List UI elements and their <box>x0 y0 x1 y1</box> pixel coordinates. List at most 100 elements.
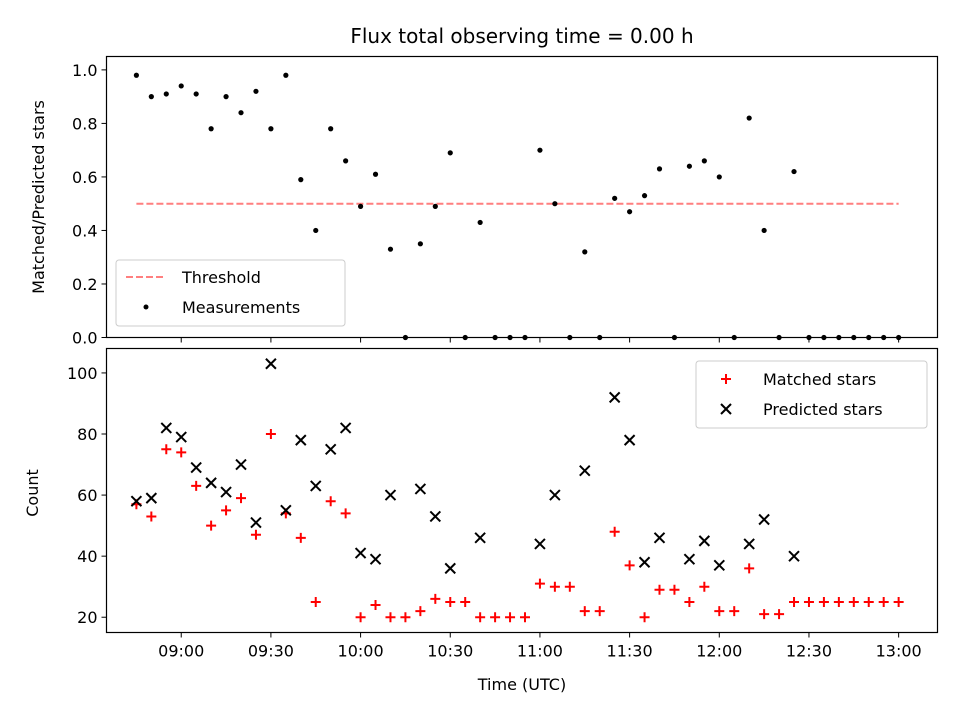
measurement-point <box>268 126 274 132</box>
matched-star-marker <box>460 596 471 607</box>
measurement-point <box>208 126 214 132</box>
measurement-point <box>387 246 394 252</box>
predicted-star-marker <box>683 553 696 565</box>
predicted-star-marker <box>235 458 247 471</box>
matched-star-marker <box>818 596 829 607</box>
predicted-star-marker <box>175 431 187 443</box>
matched-star-marker <box>863 596 874 607</box>
matched-star-marker <box>699 581 710 592</box>
matched-star-marker <box>325 496 336 507</box>
measurement-point <box>582 249 588 255</box>
matched-star-marker <box>310 596 321 607</box>
matched-star-marker <box>400 612 411 623</box>
predicted-star-marker <box>608 391 621 404</box>
top-legend-frame <box>115 259 346 327</box>
legend-matched-swatch <box>721 374 731 384</box>
measurement-point <box>298 177 304 183</box>
matched-star-marker <box>579 606 590 617</box>
matched-star-marker <box>654 584 665 595</box>
bottom-y-tick-label: 80 <box>77 425 97 444</box>
bottom-y-ticks: 20 40 60 80 100 <box>67 364 107 627</box>
predicted-star-marker <box>579 464 591 477</box>
bottom-axes-frame <box>105 347 939 634</box>
predicted-star-marker <box>145 492 158 504</box>
predicted-star-marker <box>474 532 486 544</box>
measurement-point <box>283 72 289 78</box>
top-panel: Flux total observing time = 0.00 h 0.00.… <box>29 24 939 348</box>
measurement-point <box>163 91 169 97</box>
predicted-star-marker <box>250 516 262 529</box>
predicted-star-marker <box>743 538 755 550</box>
matched-star-marker <box>639 612 650 623</box>
measurement-point <box>746 115 752 121</box>
matched-star-marker <box>744 563 755 574</box>
bottom-x-tick-label: 10:00 <box>338 642 384 661</box>
top-legend: Threshold Measurements <box>115 259 346 327</box>
bottom-x-tick-label: 12:00 <box>696 642 742 661</box>
predicted-star-marker <box>758 513 770 526</box>
matched-star-marker <box>191 480 202 491</box>
predicted-star-marker <box>549 489 561 501</box>
bottom-x-tick-label: 09:00 <box>158 642 204 661</box>
top-y-axis-label: Matched/Predicted stars <box>29 100 48 294</box>
matched-star-marker <box>669 584 680 595</box>
predicted-star-marker <box>190 461 202 474</box>
measurement-point <box>791 168 797 175</box>
measurement-point <box>223 94 229 100</box>
top-axes-frame <box>105 55 939 339</box>
bottom-x-tick-label: 11:30 <box>607 642 653 661</box>
matched-star-marker <box>684 596 695 607</box>
matched-star-marker <box>475 612 486 623</box>
measurement-point <box>432 203 438 209</box>
predicted-star-marker <box>205 477 217 489</box>
measurement-point <box>372 171 379 177</box>
top-chart-title: Flux total observing time = 0.00 h <box>350 24 693 48</box>
bottom-x-tick-label: 12:30 <box>786 642 832 661</box>
measurement-point <box>133 72 139 78</box>
matched-star-marker <box>564 581 575 592</box>
matched-star-marker <box>370 600 381 611</box>
bottom-x-axis-label: Time (UTC) <box>477 675 566 694</box>
predicted-star-marker <box>295 434 307 446</box>
legend-measurements-swatch <box>143 304 149 310</box>
matched-star-marker <box>848 596 859 607</box>
predicted-star-marker <box>788 550 800 562</box>
bottom-legend: Matched stars Predicted stars <box>695 360 928 429</box>
predicted-star-marker <box>130 495 143 507</box>
measurement-point <box>178 83 184 89</box>
legend-predicted-swatch <box>720 403 732 415</box>
matched-star-marker <box>445 596 456 607</box>
measurement-point <box>253 88 259 94</box>
matched-star-marker <box>236 493 247 504</box>
measurement-point <box>701 158 707 164</box>
predicted-star-marker <box>280 504 292 517</box>
matched-star-marker <box>206 520 217 531</box>
bottom-y-tick-label: 20 <box>77 608 97 627</box>
matched-star-marker <box>146 511 157 522</box>
measurement-point <box>552 201 558 207</box>
predicted-star-marker <box>638 556 651 568</box>
matched-star-marker <box>594 606 605 617</box>
matched-star-marker <box>534 578 545 589</box>
bottom-legend-frame <box>695 360 928 429</box>
predicted-star-marker <box>310 480 322 492</box>
predicted-star-marker <box>698 535 711 547</box>
measurement-point <box>686 163 692 169</box>
bottom-panel: 20 40 60 80 100 09:00 09:30 10:00 10:30 11:00 11:… <box>23 347 939 694</box>
measurement-point <box>417 241 423 247</box>
bottom-x-ticks: 09:00 09:30 10:00 10:30 11:00 11:30 12:00 12:30… <box>158 632 922 661</box>
matched-star-marker <box>714 606 725 617</box>
bottom-y-axis-label: Count <box>23 469 42 517</box>
matched-star-marker <box>789 596 800 607</box>
measurement-point <box>627 209 633 215</box>
predicted-star-marker <box>414 483 427 495</box>
matched-star-marker <box>774 609 785 620</box>
predicted-star-marker <box>444 562 456 575</box>
measurement-point <box>238 110 244 116</box>
bottom-y-tick-label: 100 <box>67 364 98 383</box>
matched-star-marker <box>729 606 740 617</box>
predicted-star-marker <box>429 510 442 523</box>
predicted-star-marker <box>653 532 666 544</box>
predicted-star-marker <box>534 538 546 550</box>
matched-star-marker <box>161 444 172 455</box>
